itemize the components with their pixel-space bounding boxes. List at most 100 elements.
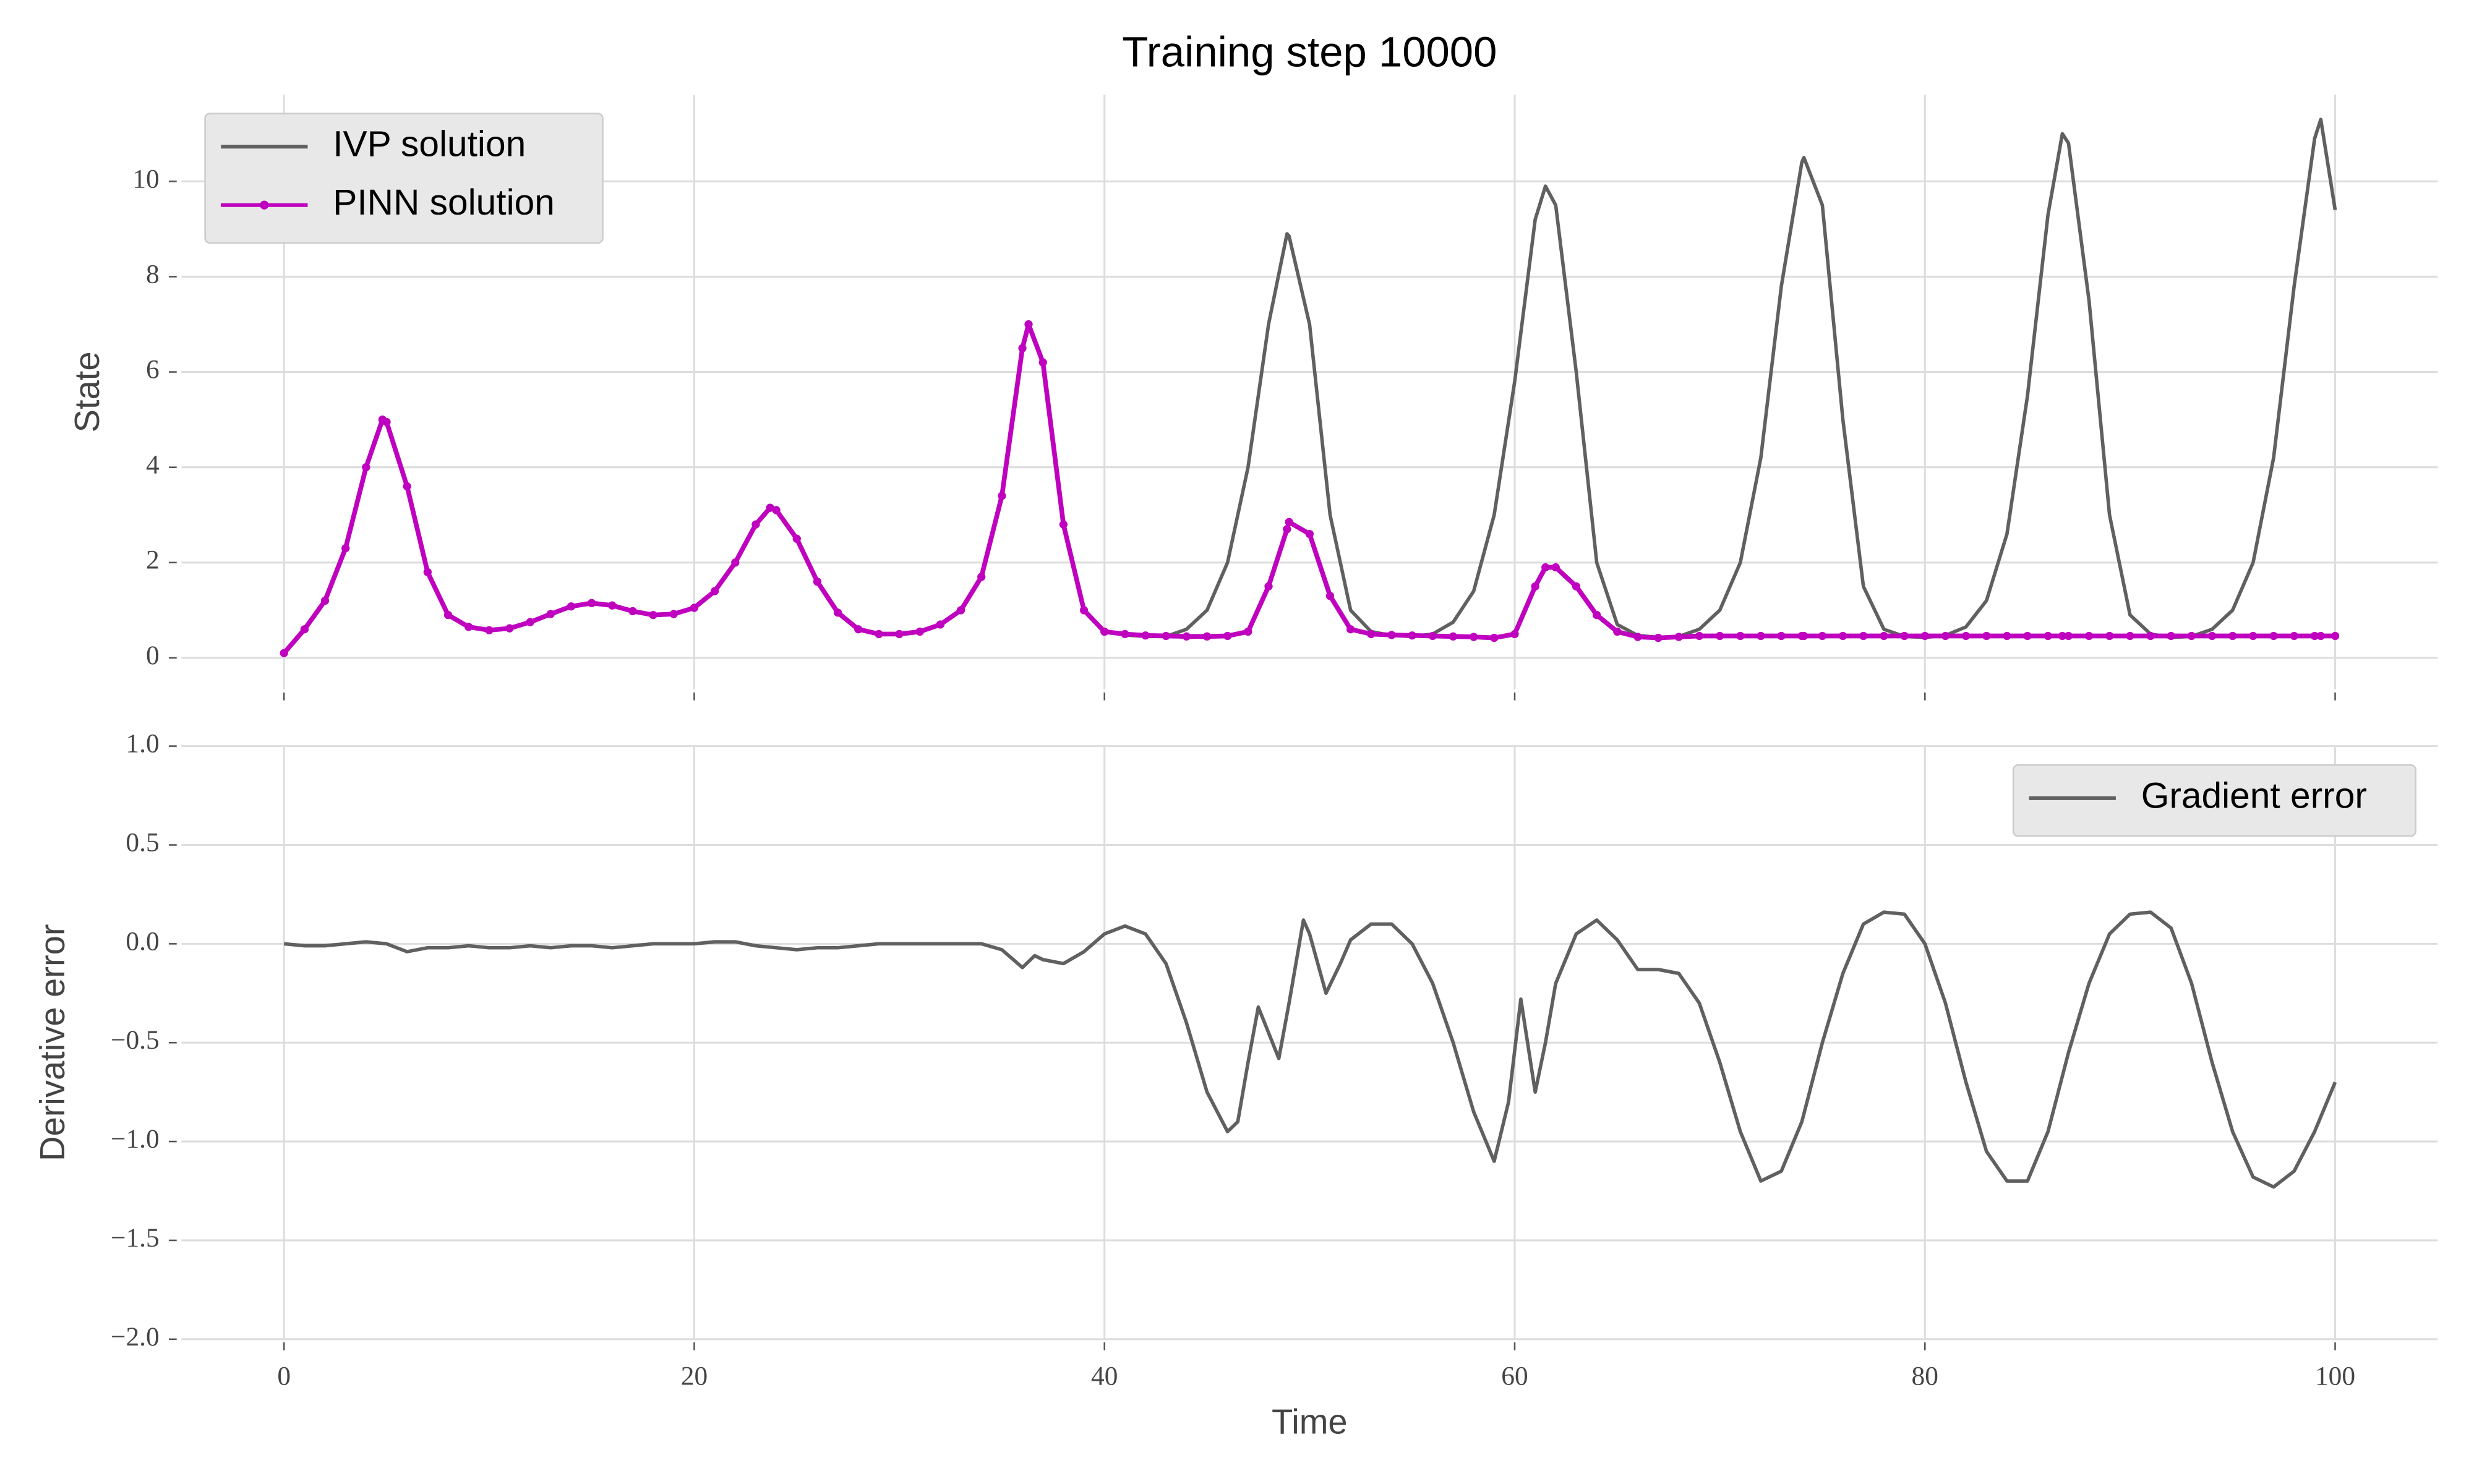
series-marker (546, 610, 555, 618)
series-marker (2126, 631, 2134, 641)
series-marker (1283, 525, 1291, 534)
y-tick-label: 8 (146, 259, 160, 289)
series-marker (1100, 627, 1109, 636)
series-marker (2064, 631, 2073, 641)
series-marker (464, 623, 473, 631)
series-marker (2310, 631, 2319, 641)
legend-label: Gradient error (2141, 775, 2367, 816)
series-marker (1633, 633, 1642, 641)
series-marker (936, 620, 945, 629)
series-marker (649, 610, 657, 620)
series-marker (1838, 631, 1847, 641)
series-marker (2249, 631, 2258, 641)
series-marker (1325, 592, 1335, 600)
legend: IVP solution PINN solution (204, 113, 604, 244)
series-marker (505, 624, 514, 633)
series-marker (1920, 631, 1929, 641)
series-marker (280, 649, 288, 657)
series-marker (608, 601, 617, 610)
series-marker (1757, 631, 1765, 641)
series-marker (1941, 631, 1950, 641)
series-marker (1736, 631, 1745, 641)
series-marker (1900, 631, 1909, 641)
series-marker (1038, 358, 1047, 367)
series-marker (1777, 631, 1786, 641)
series-marker (1859, 631, 1868, 641)
panel: 0 2 4 6 8 10 Training step 10000 State IVP solut… (67, 28, 2438, 701)
x-tick-label: 20 (681, 1362, 708, 1391)
series-marker (1695, 631, 1704, 641)
series-marker (2003, 631, 2011, 641)
series-marker (1490, 633, 1499, 642)
series-marker (1961, 631, 1971, 641)
y-tick-label: 4 (146, 450, 160, 480)
series-marker (628, 607, 637, 616)
series-marker (341, 544, 350, 553)
series-marker (1541, 563, 1550, 572)
x-tick-label: 100 (2315, 1362, 2355, 1391)
y-tick-label: 2 (146, 545, 160, 575)
series-marker (423, 568, 432, 576)
series-marker (1470, 633, 1478, 641)
y-tick-label: 1.0 (126, 729, 159, 759)
series-marker (1613, 627, 1622, 636)
series-marker (1202, 632, 1212, 641)
series-marker (1387, 631, 1396, 639)
series-marker (2269, 631, 2278, 641)
y-tick-label: −0.5 (111, 1025, 160, 1055)
series-marker (731, 558, 740, 567)
series-marker (1024, 320, 1033, 329)
y-tick-label: 10 (132, 164, 159, 194)
series-marker (1674, 633, 1683, 641)
y-tick-label: −1.5 (111, 1223, 160, 1253)
series-marker (2084, 631, 2094, 641)
series-marker (875, 629, 883, 639)
series-marker (2105, 631, 2114, 641)
series-marker (669, 610, 678, 618)
series-marker (2316, 631, 2325, 641)
x-tick-label: 60 (1501, 1362, 1528, 1391)
series-marker (2146, 631, 2155, 641)
chart-title: Training step 10000 (1122, 28, 1497, 75)
y-tick-label: 0 (146, 641, 160, 670)
series-marker (1264, 582, 1273, 591)
y-tick-label: 0.5 (126, 827, 159, 857)
series-marker (854, 625, 863, 634)
y-tick-label: −2.0 (111, 1322, 160, 1352)
series-marker (915, 627, 924, 636)
legend-box (2012, 764, 2416, 837)
series-marker (1305, 529, 1314, 539)
legend-label: PINN solution (333, 182, 555, 223)
series-marker (1449, 632, 1458, 641)
y-axis-label: State (67, 351, 106, 432)
series-marker (403, 482, 411, 491)
series-marker (1408, 631, 1416, 640)
series-marker (1510, 629, 1519, 639)
series-marker (2058, 631, 2067, 641)
series-marker (2290, 631, 2298, 641)
series-marker (1654, 633, 1663, 642)
series-marker (443, 610, 453, 620)
series-marker (1059, 520, 1068, 529)
series-marker (1880, 631, 1888, 641)
series-marker (772, 506, 781, 514)
series-marker (813, 578, 822, 586)
series-marker (320, 596, 330, 605)
series-marker (1346, 625, 1355, 634)
series-marker (2331, 631, 2340, 641)
series-marker (690, 603, 699, 612)
series-marker (1531, 582, 1539, 591)
series-marker (1121, 629, 1129, 639)
series-line (283, 910, 2337, 1189)
legend-label: IVP solution (333, 124, 526, 164)
series-marker (766, 503, 774, 512)
x-tick-label: 0 (277, 1362, 291, 1391)
series-marker (1162, 631, 1170, 641)
y-axis-label: Derivative error (33, 924, 72, 1161)
series-marker (588, 599, 596, 607)
series-marker (300, 625, 309, 634)
y-tick-label: 0.0 (126, 926, 159, 956)
legend-marker (260, 200, 269, 210)
series-marker (2187, 631, 2196, 641)
